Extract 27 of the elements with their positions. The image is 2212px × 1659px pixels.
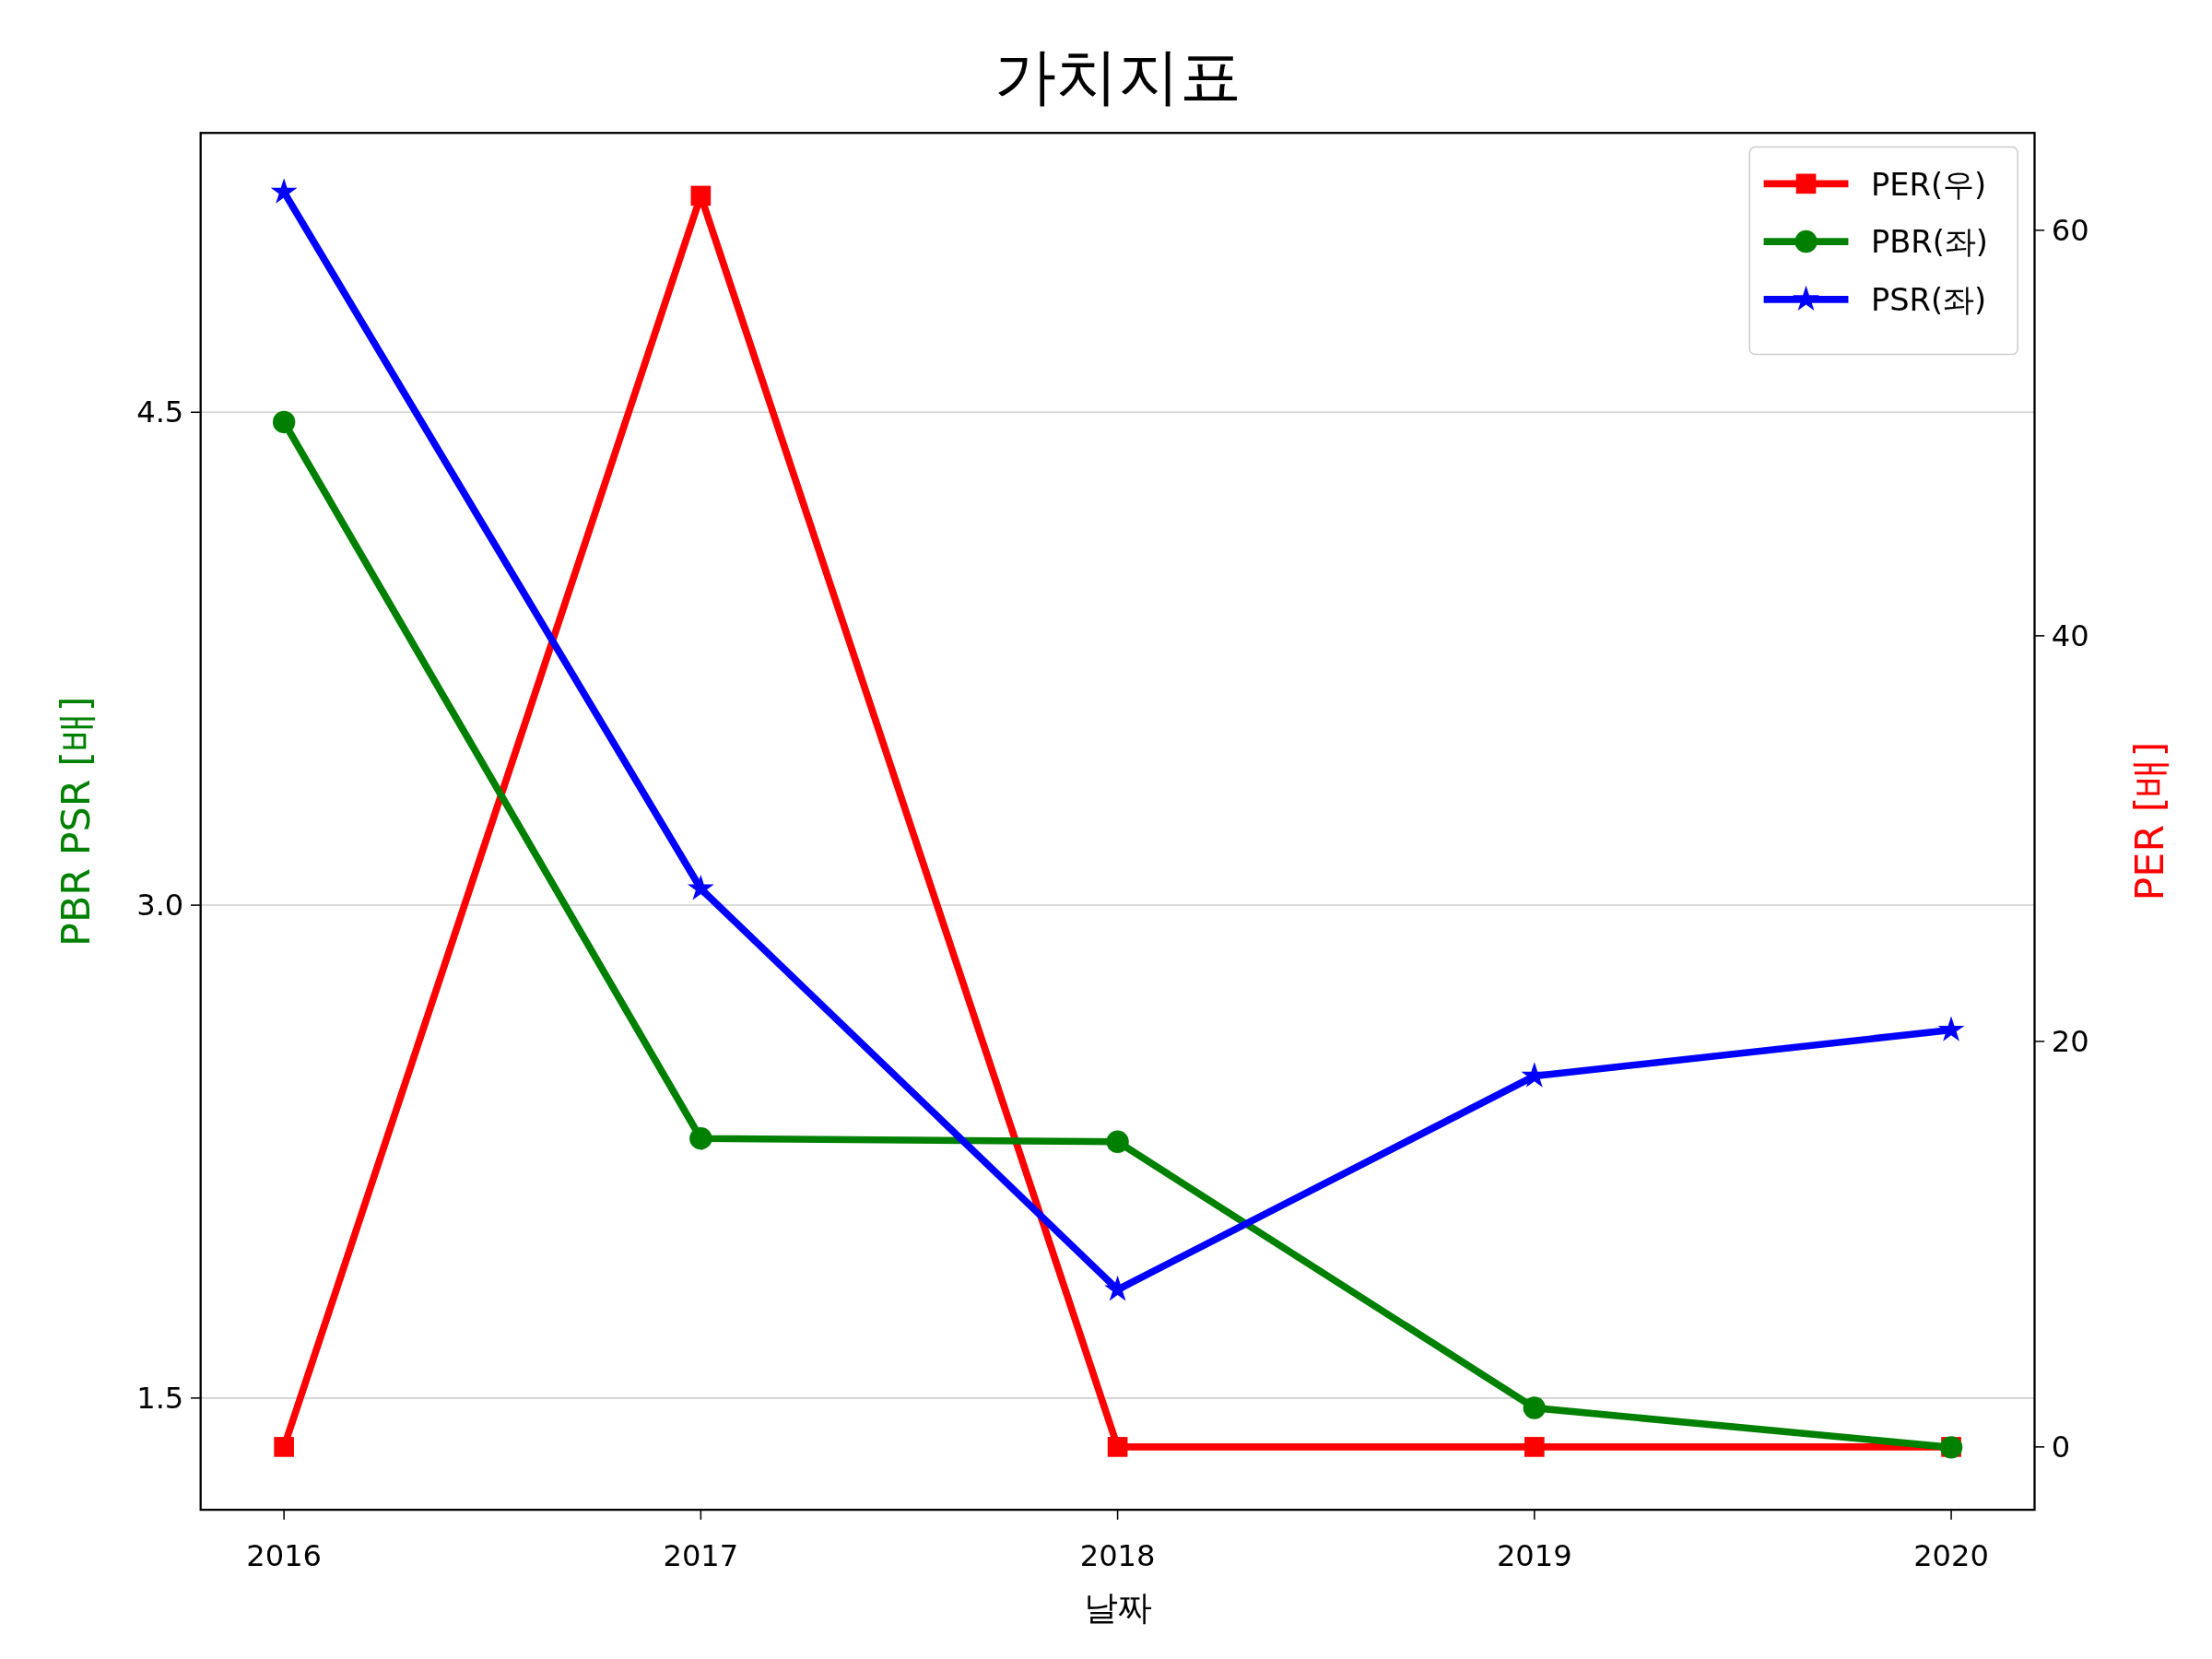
x-tick-label: 2018 (1079, 1538, 1156, 1574)
point (272, 410, 296, 434)
point (1521, 1062, 1548, 1088)
y-tick-label: 3.0 (136, 887, 184, 923)
y-axis-title: PBR PSR [배] (52, 696, 99, 947)
chart-title: 가치지표 (994, 39, 1241, 112)
point (270, 178, 298, 204)
point (1106, 1130, 1129, 1153)
y2-tick-label: 60 (2051, 212, 2089, 248)
x-axis-title: 날짜 (1083, 1588, 1152, 1629)
point (687, 875, 714, 900)
y-tick-label: 1.5 (136, 1380, 184, 1416)
point (1937, 1016, 1965, 1041)
y-tick-label: 4.5 (136, 394, 184, 429)
y2-tick-label: 20 (2051, 1023, 2089, 1059)
x-tick-label: 2020 (1913, 1538, 1989, 1574)
point (1523, 1396, 1547, 1419)
legend-label: PSR(좌) (1870, 282, 1987, 319)
x-tick-label: 2017 (663, 1538, 739, 1574)
x-tick-label: 2019 (1496, 1538, 1572, 1574)
y2-axis-title: PER [배] (2125, 741, 2172, 901)
point (689, 1127, 712, 1150)
y2-tick-label: 0 (2051, 1429, 2071, 1465)
y2-tick-label: 40 (2051, 618, 2089, 653)
legend-label: PER(우) (1870, 166, 1987, 203)
x-tick-label: 2016 (246, 1538, 323, 1574)
legend-label: PBR(좌) (1870, 224, 1988, 261)
